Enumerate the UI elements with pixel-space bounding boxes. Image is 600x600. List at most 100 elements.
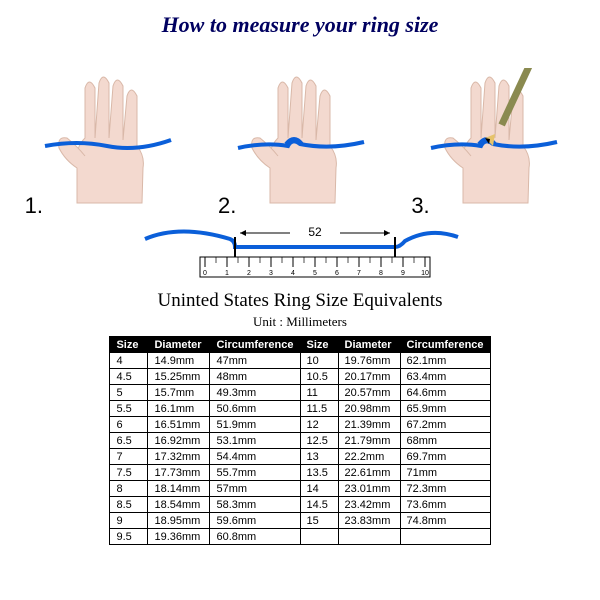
hands-row: 1. 2. 3. bbox=[0, 38, 600, 213]
cell-size: 8.5 bbox=[110, 497, 148, 513]
cell-circ: 71mm bbox=[400, 465, 490, 481]
string-flat-icon bbox=[145, 232, 458, 248]
cell-size: 5 bbox=[110, 385, 148, 401]
table-row: 5.5 16.1mm 50.6mm 11.5 20.98mm 65.9mm bbox=[110, 401, 490, 417]
cell-dia: 15.25mm bbox=[148, 369, 210, 385]
cell-circ: 65.9mm bbox=[400, 401, 490, 417]
cell-size: 12.5 bbox=[300, 433, 338, 449]
cell-dia bbox=[338, 529, 400, 545]
svg-text:10: 10 bbox=[421, 270, 429, 277]
cell-dia: 16.1mm bbox=[148, 401, 210, 417]
th-circ-l: Circumference bbox=[210, 337, 300, 353]
cell-circ: 50.6mm bbox=[210, 401, 300, 417]
cell-size: 7.5 bbox=[110, 465, 148, 481]
cell-circ: 63.4mm bbox=[400, 369, 490, 385]
step-2-label: 2. bbox=[218, 193, 236, 219]
svg-text:3: 3 bbox=[269, 270, 273, 277]
cell-size: 4.5 bbox=[110, 369, 148, 385]
cell-circ: 58.3mm bbox=[210, 497, 300, 513]
svg-text:0: 0 bbox=[203, 270, 207, 277]
ruler-svg: 52 012345678910 bbox=[140, 219, 460, 284]
table-row: 4.5 15.25mm 48mm 10.5 20.17mm 63.4mm bbox=[110, 369, 490, 385]
table-row: 7.5 17.73mm 55.7mm 13.5 22.61mm 71mm bbox=[110, 465, 490, 481]
cell-dia: 22.61mm bbox=[338, 465, 400, 481]
cell-dia: 17.73mm bbox=[148, 465, 210, 481]
svg-text:5: 5 bbox=[313, 270, 317, 277]
cell-dia: 19.76mm bbox=[338, 353, 400, 369]
th-dia-l: Diameter bbox=[148, 337, 210, 353]
cell-circ: 54.4mm bbox=[210, 449, 300, 465]
cell-size: 13 bbox=[300, 449, 338, 465]
table-row: 8 18.14mm 57mm 14 23.01mm 72.3mm bbox=[110, 481, 490, 497]
cell-size: 10 bbox=[300, 353, 338, 369]
cell-size: 9.5 bbox=[110, 529, 148, 545]
svg-text:2: 2 bbox=[247, 270, 251, 277]
cell-dia: 18.54mm bbox=[148, 497, 210, 513]
hand-1-svg bbox=[37, 68, 177, 208]
table-row: 9 18.95mm 59.6mm 15 23.83mm 74.8mm bbox=[110, 513, 490, 529]
cell-size: 11 bbox=[300, 385, 338, 401]
cell-dia: 20.98mm bbox=[338, 401, 400, 417]
cell-dia: 21.39mm bbox=[338, 417, 400, 433]
cell-dia: 14.9mm bbox=[148, 353, 210, 369]
th-circ-r: Circumference bbox=[400, 337, 490, 353]
cell-dia: 18.95mm bbox=[148, 513, 210, 529]
svg-text:9: 9 bbox=[401, 270, 405, 277]
cell-dia: 20.57mm bbox=[338, 385, 400, 401]
table-row: 9.5 19.36mm 60.8mm bbox=[110, 529, 490, 545]
table-row: 8.5 18.54mm 58.3mm 14.5 23.42mm 73.6mm bbox=[110, 497, 490, 513]
table-unit: Unit : Millimeters bbox=[0, 314, 600, 330]
svg-text:6: 6 bbox=[335, 270, 339, 277]
table-header-row: Size Diameter Circumference Size Diamete… bbox=[110, 337, 490, 353]
table-heading: Uninted States Ring Size Equivalents bbox=[0, 290, 600, 312]
cell-dia: 21.79mm bbox=[338, 433, 400, 449]
table-row: 6.5 16.92mm 53.1mm 12.5 21.79mm 68mm bbox=[110, 433, 490, 449]
cell-size: 5.5 bbox=[110, 401, 148, 417]
hand-3-svg bbox=[423, 68, 563, 208]
svg-text:1: 1 bbox=[225, 270, 229, 277]
table-row: 4 14.9mm 47mm 10 19.76mm 62.1mm bbox=[110, 353, 490, 369]
hand-step-1: 1. bbox=[17, 68, 197, 213]
hand-step-3: 3. bbox=[403, 68, 583, 213]
cell-size: 7 bbox=[110, 449, 148, 465]
cell-size: 14.5 bbox=[300, 497, 338, 513]
cell-size: 15 bbox=[300, 513, 338, 529]
cell-circ: 68mm bbox=[400, 433, 490, 449]
cell-circ bbox=[400, 529, 490, 545]
cell-circ: 74.8mm bbox=[400, 513, 490, 529]
cell-circ: 49.3mm bbox=[210, 385, 300, 401]
cell-circ: 69.7mm bbox=[400, 449, 490, 465]
th-size-l: Size bbox=[110, 337, 148, 353]
cell-size: 8 bbox=[110, 481, 148, 497]
cell-dia: 20.17mm bbox=[338, 369, 400, 385]
cell-dia: 16.51mm bbox=[148, 417, 210, 433]
table-row: 5 15.7mm 49.3mm 11 20.57mm 64.6mm bbox=[110, 385, 490, 401]
cell-size: 10.5 bbox=[300, 369, 338, 385]
cell-dia: 15.7mm bbox=[148, 385, 210, 401]
page-title: How to measure your ring size bbox=[0, 0, 600, 38]
size-table: Size Diameter Circumference Size Diamete… bbox=[109, 336, 490, 545]
th-dia-r: Diameter bbox=[338, 337, 400, 353]
cell-size: 13.5 bbox=[300, 465, 338, 481]
table-row: 7 17.32mm 54.4mm 13 22.2mm 69.7mm bbox=[110, 449, 490, 465]
ruler-row: 52 012345678910 bbox=[0, 219, 600, 284]
cell-circ: 51.9mm bbox=[210, 417, 300, 433]
hand-step-2: 2. bbox=[210, 68, 390, 213]
cell-size: 11.5 bbox=[300, 401, 338, 417]
table-row: 6 16.51mm 51.9mm 12 21.39mm 67.2mm bbox=[110, 417, 490, 433]
cell-circ: 55.7mm bbox=[210, 465, 300, 481]
svg-text:4: 4 bbox=[291, 270, 295, 277]
cell-circ: 60.8mm bbox=[210, 529, 300, 545]
cell-circ: 73.6mm bbox=[400, 497, 490, 513]
cell-circ: 67.2mm bbox=[400, 417, 490, 433]
cell-circ: 62.1mm bbox=[400, 353, 490, 369]
cell-dia: 16.92mm bbox=[148, 433, 210, 449]
cell-size: 12 bbox=[300, 417, 338, 433]
step-3-label: 3. bbox=[411, 193, 429, 219]
cell-size bbox=[300, 529, 338, 545]
cell-circ: 48mm bbox=[210, 369, 300, 385]
svg-text:8: 8 bbox=[379, 270, 383, 277]
cell-size: 4 bbox=[110, 353, 148, 369]
svg-text:7: 7 bbox=[357, 270, 361, 277]
cell-dia: 22.2mm bbox=[338, 449, 400, 465]
